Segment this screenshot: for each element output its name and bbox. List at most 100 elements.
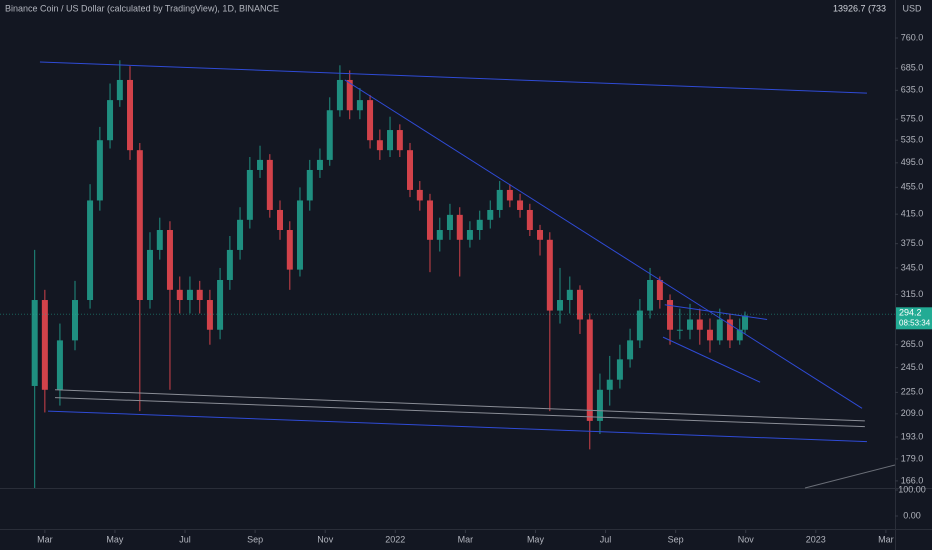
- candle-body: [496, 189, 503, 210]
- candle-body: [696, 319, 703, 330]
- candle-body: [416, 189, 423, 201]
- y-tick-label: 100.00: [898, 484, 926, 494]
- candle-body: [396, 130, 403, 151]
- y-tick-label: 193.0: [901, 431, 924, 441]
- y-tick-label: 575.0: [901, 114, 924, 124]
- last-price-label: 294.2: [899, 308, 922, 318]
- candle-body: [716, 319, 723, 341]
- candle-body: [566, 289, 573, 301]
- x-tick-label: 2022: [385, 534, 405, 544]
- candle-body: [647, 279, 654, 311]
- candle-body: [616, 359, 623, 380]
- x-tick-label: Nov: [738, 534, 755, 544]
- x-tick-label: Jul: [179, 534, 191, 544]
- candle-body: [387, 130, 394, 151]
- candle-body: [446, 214, 453, 231]
- y-tick-label: 415.0: [901, 209, 924, 219]
- candle-body: [436, 230, 443, 240]
- candle-body: [537, 230, 544, 240]
- candle-body: [667, 300, 674, 330]
- x-tick-label: Mar: [37, 534, 53, 544]
- candle-body: [636, 310, 643, 341]
- candle-body: [376, 140, 383, 151]
- candle-body: [136, 150, 143, 301]
- candle-body: [676, 329, 683, 331]
- candle-body: [476, 219, 483, 231]
- candle-body: [166, 230, 173, 290]
- candle-body: [586, 319, 593, 421]
- candle-body: [286, 230, 293, 270]
- candle-body: [546, 239, 553, 311]
- y-tick-label: 495.0: [901, 157, 924, 167]
- candle-body: [526, 209, 533, 231]
- candle-body: [656, 279, 663, 301]
- y-tick-label: 375.0: [901, 238, 924, 248]
- candle-body: [176, 289, 183, 301]
- candle-body: [407, 150, 414, 190]
- trend-line: [54, 389, 865, 422]
- x-tick-label: Nov: [317, 534, 334, 544]
- y-tick-label: 166.0: [901, 475, 924, 485]
- candle-body: [217, 279, 224, 330]
- x-tick-label: May: [106, 534, 124, 544]
- candle-body: [186, 289, 193, 301]
- y-tick-label: 685.0: [901, 63, 924, 73]
- y-tick-label: 535.0: [901, 135, 924, 145]
- x-tick-label: Jul: [600, 534, 612, 544]
- x-tick-label: Sep: [247, 534, 263, 544]
- candle-body: [367, 100, 374, 141]
- candle-body: [576, 289, 583, 320]
- y-tick-label: 760.0: [901, 32, 924, 42]
- candle-body: [257, 159, 264, 170]
- candle-body: [742, 315, 749, 330]
- x-tick-label: 2023: [806, 534, 826, 544]
- candle-body: [276, 209, 283, 231]
- candle-body: [31, 300, 38, 386]
- last-price-tag: [896, 307, 932, 330]
- y-tick-label: 455.0: [901, 182, 924, 192]
- trend-line: [664, 304, 768, 320]
- y-tick-label: 265.0: [901, 339, 924, 349]
- x-tick-label: May: [527, 534, 545, 544]
- candle-body: [316, 159, 323, 170]
- x-tick-label: Mar: [878, 534, 894, 544]
- candle-body: [146, 249, 153, 301]
- candle-body: [736, 329, 743, 341]
- y-tick-label: 345.0: [901, 262, 924, 272]
- countdown-label: 08:53:34: [899, 318, 931, 327]
- candle-body: [627, 340, 634, 360]
- trend-line: [39, 61, 867, 94]
- x-tick-label: Mar: [458, 534, 474, 544]
- y-tick-label: 635.0: [901, 85, 924, 95]
- trend-line: [662, 336, 761, 383]
- candle-body: [56, 340, 63, 390]
- candle-body: [246, 169, 253, 220]
- candle-body: [606, 379, 613, 390]
- candle-body: [87, 200, 94, 301]
- drawing-line: [804, 464, 896, 489]
- x-tick-label: Sep: [668, 534, 684, 544]
- candle-body: [116, 79, 123, 101]
- candle-body: [107, 100, 114, 141]
- candle-body: [266, 159, 273, 210]
- y-tick-label: 209.0: [901, 408, 924, 418]
- scale-header: 13926.7 (733: [833, 3, 886, 13]
- candle-body: [237, 219, 244, 250]
- candle-body: [596, 389, 603, 421]
- candle-body: [426, 200, 433, 240]
- candle-body: [71, 300, 78, 341]
- candle-body: [226, 249, 233, 280]
- candle-body: [41, 300, 48, 390]
- candle-body: [706, 329, 713, 341]
- currency: USD: [902, 3, 922, 13]
- candle-body: [196, 289, 203, 301]
- candle-body: [466, 230, 473, 240]
- candle-body: [96, 140, 103, 201]
- y-tick-label: 0.00: [903, 510, 921, 520]
- candle-body: [517, 200, 524, 210]
- candle-body: [306, 169, 313, 201]
- candle-body: [506, 189, 513, 201]
- trend-line: [47, 410, 867, 443]
- y-tick-label: 245.0: [901, 362, 924, 372]
